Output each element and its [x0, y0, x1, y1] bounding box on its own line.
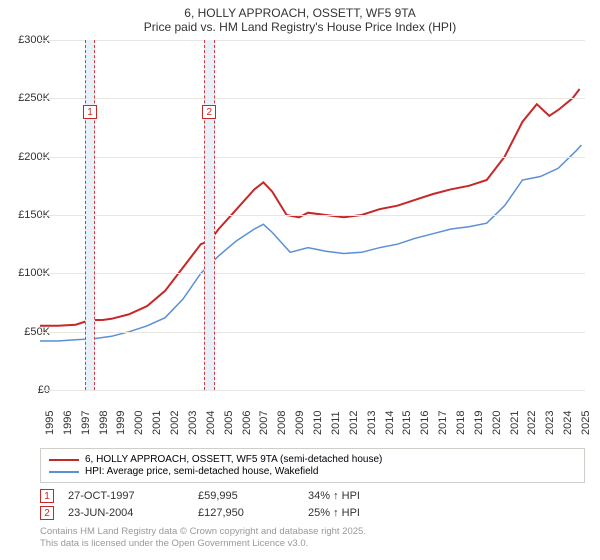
- x-tick-label: 1997: [80, 411, 92, 435]
- x-tick-label: 2020: [491, 411, 503, 435]
- gridline-h: [40, 157, 585, 158]
- x-tick-label: 2007: [258, 411, 270, 435]
- legend-swatch: [49, 471, 79, 473]
- gridline-h: [40, 273, 585, 274]
- x-tick-label: 2013: [366, 411, 378, 435]
- x-tick-label: 2002: [169, 411, 181, 435]
- x-tick-label: 2010: [312, 411, 324, 435]
- gridline-h: [40, 40, 585, 41]
- sale-date: 27-OCT-1997: [68, 490, 198, 502]
- sale-pct: 34% ↑ HPI: [308, 490, 360, 502]
- sale-row: 2 23-JUN-2004£127,95025% ↑ HPI: [40, 506, 585, 520]
- x-tick-label: 2005: [223, 411, 235, 435]
- marker-box: 1: [83, 105, 97, 119]
- marker-box: 2: [202, 105, 216, 119]
- title-subtitle: Price paid vs. HM Land Registry's House …: [0, 20, 600, 34]
- x-tick-label: 1995: [44, 411, 56, 435]
- x-tick-label: 2014: [384, 411, 396, 435]
- gridline-h: [40, 332, 585, 333]
- x-tick-label: 2016: [419, 411, 431, 435]
- x-tick-label: 1999: [115, 411, 127, 435]
- x-tick-label: 2008: [276, 411, 288, 435]
- legend-box: 6, HOLLY APPROACH, OSSETT, WF5 9TA (semi…: [40, 448, 585, 483]
- x-tick-label: 2024: [562, 411, 574, 435]
- sale-pct: 25% ↑ HPI: [308, 507, 360, 519]
- sale-date: 23-JUN-2004: [68, 507, 198, 519]
- x-tick-label: 2000: [133, 411, 145, 435]
- sale-markers-list: 1 27-OCT-1997£59,99534% ↑ HPI 2 23-JUN-2004…: [40, 489, 585, 520]
- x-tick-label: 2017: [437, 411, 449, 435]
- x-tick-label: 2025: [580, 411, 592, 435]
- x-tick-label: 2001: [151, 411, 163, 435]
- copyright-line2: This data is licensed under the Open Gov…: [40, 538, 585, 550]
- sale-row: 1 27-OCT-1997£59,99534% ↑ HPI: [40, 489, 585, 503]
- legend-row: HPI: Average price, semi-detached house,…: [49, 466, 576, 477]
- copyright-line1: Contains HM Land Registry data © Crown c…: [40, 526, 585, 538]
- legend-row: 6, HOLLY APPROACH, OSSETT, WF5 9TA (semi…: [49, 454, 576, 465]
- series-line: [40, 145, 581, 341]
- title-address: 6, HOLLY APPROACH, OSSETT, WF5 9TA: [0, 6, 600, 20]
- x-tick-label: 1998: [98, 411, 110, 435]
- x-tick-label: 2015: [401, 411, 413, 435]
- gridline-h: [40, 390, 585, 391]
- plot-area: 12: [40, 40, 585, 390]
- sale-marker-icon: 1: [40, 489, 54, 503]
- legend-swatch: [49, 459, 79, 461]
- x-tick-label: 2018: [455, 411, 467, 435]
- sale-marker-icon: 2: [40, 506, 54, 520]
- x-tick-label: 2011: [330, 411, 342, 435]
- chart-title: 6, HOLLY APPROACH, OSSETT, WF5 9TA Price…: [0, 0, 600, 36]
- x-tick-label: 2004: [205, 411, 217, 435]
- x-tick-label: 2006: [241, 411, 253, 435]
- x-tick-label: 2009: [294, 411, 306, 435]
- x-tick-label: 2019: [473, 411, 485, 435]
- x-tick-label: 2023: [544, 411, 556, 435]
- gridline-h: [40, 98, 585, 99]
- marker-band: [204, 40, 216, 390]
- legend-label: 6, HOLLY APPROACH, OSSETT, WF5 9TA (semi…: [85, 454, 382, 465]
- copyright-text: Contains HM Land Registry data © Crown c…: [40, 526, 585, 551]
- x-tick-label: 2003: [187, 411, 199, 435]
- marker-band: [85, 40, 96, 390]
- series-line: [40, 89, 580, 326]
- gridline-h: [40, 215, 585, 216]
- legend-area: 6, HOLLY APPROACH, OSSETT, WF5 9TA (semi…: [40, 448, 585, 551]
- sale-price: £59,995: [198, 490, 308, 502]
- legend-label: HPI: Average price, semi-detached house,…: [85, 466, 318, 477]
- x-tick-label: 1996: [62, 411, 74, 435]
- x-tick-label: 2021: [509, 411, 521, 435]
- chart-container: 6, HOLLY APPROACH, OSSETT, WF5 9TA Price…: [0, 0, 600, 560]
- sale-price: £127,950: [198, 507, 308, 519]
- x-tick-label: 2012: [348, 411, 360, 435]
- x-axis-labels: 1995 1996 1997 1998 1999 2000 2001 2002 2003 2004…: [40, 395, 585, 450]
- x-tick-label: 2022: [526, 411, 538, 435]
